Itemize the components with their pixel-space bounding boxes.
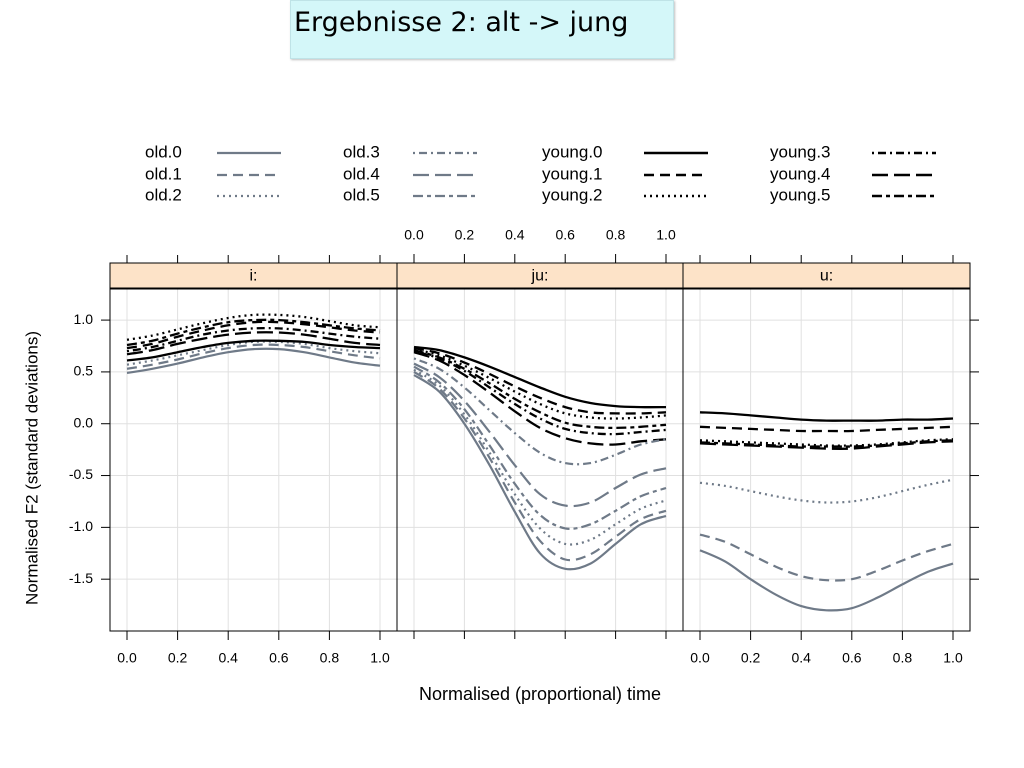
legend-label: young.1 <box>542 164 603 183</box>
x-tick-label: 0.0 <box>404 227 424 243</box>
series-line-young-4 <box>126 331 381 356</box>
x-tick-label: 0.4 <box>218 650 238 666</box>
panel-border <box>396 288 684 632</box>
series-line-old-2 <box>126 340 381 366</box>
legend-label: old.0 <box>145 142 182 161</box>
series-line-young-0 <box>126 339 381 362</box>
y-tick-label: -0.5 <box>69 466 93 482</box>
y-tick-label: -1.0 <box>69 518 93 534</box>
legend-label: young.2 <box>542 185 603 204</box>
legend-label: old.4 <box>343 164 380 183</box>
x-tick-label: 0.0 <box>690 650 710 666</box>
series-line-young-4 <box>699 440 954 450</box>
series-line-old-0 <box>413 374 667 571</box>
legend-label: young.4 <box>770 164 831 183</box>
series-line-young-0 <box>699 411 954 422</box>
series-line-old-0 <box>699 549 954 612</box>
series-line-old-2 <box>699 478 954 504</box>
strip-label: ju: <box>531 268 549 285</box>
series-line-old-4 <box>413 362 667 508</box>
x-tick-label: 0.0 <box>117 650 137 666</box>
y-tick-label: -1.5 <box>69 570 93 586</box>
legend-label: old.5 <box>343 185 380 204</box>
y-axis-label: Normalised F2 (standard deviations) <box>22 331 41 605</box>
strip-2 <box>396 262 684 289</box>
x-tick-label: 0.4 <box>505 227 525 243</box>
strip-1 <box>109 262 398 289</box>
panel-border <box>682 288 971 632</box>
legend-label: young.5 <box>770 185 831 204</box>
series-line-young-1 <box>126 320 381 350</box>
legend-label: old.1 <box>145 164 182 183</box>
y-tick-label: 0.5 <box>74 363 94 379</box>
x-tick-label: 0.8 <box>320 650 340 666</box>
series-line-young-3 <box>126 326 381 353</box>
x-tick-label: 0.6 <box>269 650 289 666</box>
strip-3 <box>682 262 971 289</box>
x-tick-label: 0.2 <box>168 650 188 666</box>
x-tick-label: 0.6 <box>555 227 575 243</box>
series-line-old-2 <box>413 368 667 546</box>
x-tick-label: 1.0 <box>656 227 676 243</box>
series-line-young-2 <box>413 347 667 420</box>
x-tick-label: 0.8 <box>606 227 626 243</box>
series-line-old-1 <box>699 533 954 582</box>
series-line-young-5 <box>699 439 954 448</box>
series-line-young-5 <box>413 348 667 430</box>
series-line-old-3 <box>413 357 667 466</box>
x-tick-label: 0.6 <box>842 650 862 666</box>
x-axis-label: Normalised (proportional) time <box>419 684 661 704</box>
x-tick-label: 1.0 <box>370 650 390 666</box>
strip-label: u: <box>820 268 833 285</box>
series-line-young-0 <box>413 345 667 409</box>
x-tick-label: 0.2 <box>455 227 475 243</box>
legend-label: young.0 <box>542 142 603 161</box>
series-line-old-5 <box>413 365 667 530</box>
series-line-old-1 <box>413 370 667 562</box>
x-tick-label: 0.4 <box>791 650 811 666</box>
y-tick-label: 0.0 <box>74 414 94 430</box>
series-line-old-0 <box>126 347 381 374</box>
legend-label: young.3 <box>770 142 831 161</box>
series-line-young-1 <box>699 425 954 433</box>
x-tick-label: 0.8 <box>893 650 913 666</box>
slide-title-box: Ergebnisse 2: alt -> jung <box>290 0 674 59</box>
series-line-young-1 <box>413 346 667 415</box>
series-line-young-5 <box>126 318 381 347</box>
series-line-old-1 <box>126 343 381 370</box>
series-line-young-4 <box>413 351 667 446</box>
x-tick-label: 1.0 <box>943 650 963 666</box>
strip-label: i: <box>250 268 258 285</box>
legend-label: old.2 <box>145 185 182 204</box>
panel-3: u: <box>682 255 971 640</box>
x-tick-label: 0.2 <box>741 650 761 666</box>
series-line-young-3 <box>413 350 667 436</box>
slide-title: Ergebnisse 2: alt -> jung <box>294 7 629 38</box>
y-tick-label: 1.0 <box>74 311 94 327</box>
panel-2: ju: <box>396 254 684 639</box>
panel-1: i: <box>109 255 398 640</box>
legend-label: old.3 <box>343 142 380 161</box>
